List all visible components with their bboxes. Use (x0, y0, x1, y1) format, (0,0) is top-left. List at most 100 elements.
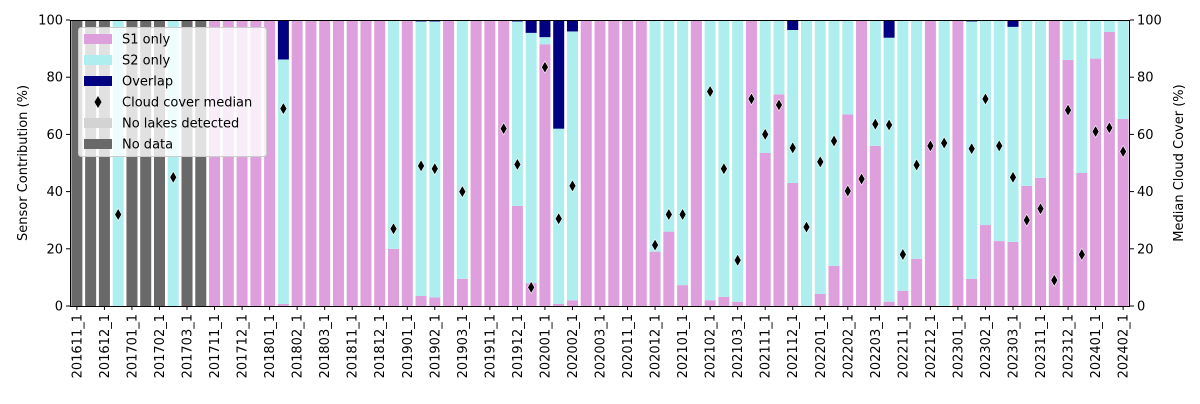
cloud-cover-median-marker (430, 162, 439, 176)
bar-s1-only (966, 278, 978, 306)
y-tick-label-left: 0 (55, 300, 63, 315)
bar-s1-only (635, 20, 647, 306)
bar-s2-only (842, 20, 854, 115)
x-axis: 201611_1 201612_1 201701_1 201702_1 201703_1… (70, 306, 1132, 378)
y-tick-label-right: 80 (1137, 71, 1154, 86)
bar-overlap (1007, 20, 1019, 27)
legend-box (78, 27, 267, 157)
bar-s2-only (773, 20, 785, 95)
bar-overlap (277, 20, 289, 60)
bar-s1-only (250, 20, 262, 306)
cloud-cover-median-marker (499, 122, 508, 136)
legend-swatch-s1-only (84, 34, 112, 44)
bar-s1-only (525, 283, 537, 306)
x-tick-label: 201911_1 (483, 314, 498, 378)
x-tick-label: 202401_1 (1089, 314, 1104, 378)
cloud-cover-median-marker (1064, 103, 1072, 117)
cloud-cover-median-marker (169, 170, 178, 184)
y-axis-right: 0 20 40 60 80 100 (1130, 14, 1162, 315)
y-tick-label-right: 40 (1137, 185, 1154, 200)
bar-s2-only (663, 20, 675, 232)
bar-s1-only (429, 297, 441, 306)
cloud-cover-median-marker (967, 142, 976, 156)
cloud-cover-median-marker (747, 92, 756, 106)
y-tick-label-right: 0 (1137, 300, 1145, 315)
bar-s1-only (704, 300, 716, 306)
bar-s1-only (456, 278, 468, 306)
x-tick-label: 201812_1 (373, 314, 388, 378)
bar-s1-only (1117, 118, 1129, 307)
legend-marker-icon (94, 96, 102, 108)
bar-s2-only (1007, 26, 1019, 242)
bar-s1-only (264, 20, 276, 306)
cloud-cover-median-marker (1077, 247, 1086, 262)
bar-s2-only (456, 20, 468, 279)
bar-s2-only (800, 20, 812, 306)
legend-swatch-no-lakes-detected (84, 118, 112, 128)
cloud-cover-median-marker (775, 98, 783, 112)
bar-s1-only (332, 20, 344, 306)
y-axis-label-left: Sensor Contribution (%) (16, 85, 31, 241)
x-tick-label: 202402_1 (1117, 314, 1132, 378)
cloud-cover-median-marker (816, 155, 825, 169)
bar-s1-only (649, 251, 661, 306)
bar-s1-only (484, 20, 496, 306)
bar-s1-only (374, 20, 386, 306)
cloud-cover-median-marker (527, 280, 536, 295)
cloud-cover-median-marker (651, 238, 659, 252)
bar-s1-only (209, 20, 221, 306)
bar-overlap (525, 20, 537, 33)
bar-s1-only (277, 303, 289, 306)
cloud-cover-median-marker (554, 212, 563, 226)
bar-s1-only (897, 290, 909, 306)
x-tick-label: 201612_1 (98, 314, 113, 378)
bar-s1-only (498, 20, 510, 306)
cloud-cover-median-marker (981, 92, 990, 106)
median-markers-layer (114, 60, 1127, 295)
x-tick-label: 201902_1 (428, 314, 443, 378)
cloud-cover-median-marker (1009, 170, 1017, 184)
bar-s1-only (388, 248, 400, 306)
x-tick-label: 202202_1 (841, 314, 856, 378)
x-tick-label: 201811_1 (346, 314, 361, 378)
bar-s1-only (690, 20, 702, 306)
legend-label: Cloud cover median (122, 96, 252, 111)
bars-layer (71, 20, 1129, 307)
bar-s1-only (883, 301, 895, 306)
bar-s1-only (1035, 177, 1047, 306)
cloud-cover-median-marker (761, 127, 770, 141)
bar-s1-only (539, 44, 551, 307)
y-tick-label-right: 100 (1137, 14, 1162, 29)
bar-s1-only (608, 20, 620, 306)
bar-s1-only (924, 20, 936, 306)
bar-s1-only (677, 285, 689, 306)
cloud-cover-median-marker (788, 141, 797, 155)
bar-overlap (883, 20, 895, 38)
bar-s1-only (911, 258, 923, 306)
x-tick-label: 201711_1 (208, 314, 223, 378)
bar-s1-only (319, 20, 331, 306)
bar-s1-only (360, 20, 372, 306)
bar-s1-only (1021, 185, 1033, 306)
bar-no-data (126, 20, 138, 306)
bar-s1-only (1076, 173, 1088, 306)
x-tick-label: 202303_1 (1006, 314, 1021, 378)
x-tick-label: 202102_1 (704, 314, 719, 378)
x-tick-label: 201701_1 (125, 314, 140, 378)
bar-s1-only (1062, 60, 1074, 306)
bar-s2-only (979, 20, 991, 226)
cloud-cover-median-marker (802, 220, 811, 234)
bar-s2-only (539, 37, 551, 45)
cloud-cover-median-marker (1022, 213, 1031, 227)
bar-no-data (181, 20, 193, 306)
cloud-cover-median-marker (912, 158, 921, 172)
bar-s2-only (897, 20, 909, 291)
bar-s1-only (1103, 32, 1115, 307)
x-tick-label: 202112_1 (786, 314, 801, 378)
legend-label: Overlap (122, 75, 173, 90)
x-tick-label: 202311_1 (1034, 314, 1049, 378)
bar-s1-only (842, 114, 854, 306)
legend-label: S2 only (122, 54, 170, 69)
x-tick-label: 202302_1 (979, 314, 994, 378)
cloud-cover-median-marker (899, 247, 907, 262)
